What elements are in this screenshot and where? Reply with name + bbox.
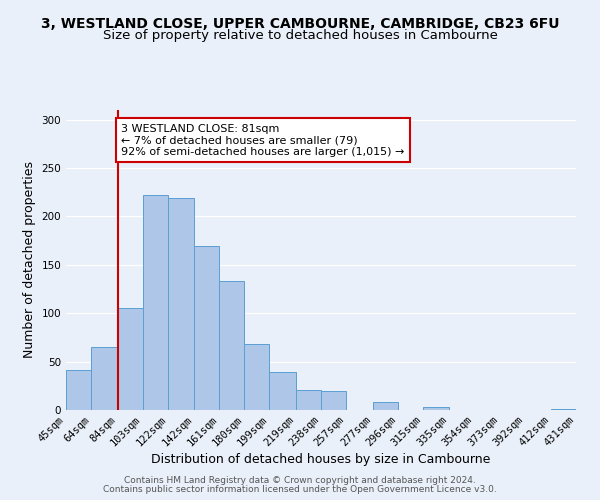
Text: 3 WESTLAND CLOSE: 81sqm
← 7% of detached houses are smaller (79)
92% of semi-det: 3 WESTLAND CLOSE: 81sqm ← 7% of detached… xyxy=(121,124,405,156)
Bar xyxy=(168,198,194,410)
Bar xyxy=(219,282,244,410)
Bar xyxy=(269,372,296,410)
Bar xyxy=(551,409,576,410)
Bar xyxy=(143,195,168,410)
Bar xyxy=(244,344,269,410)
Bar xyxy=(321,390,346,410)
Text: Contains HM Land Registry data © Crown copyright and database right 2024.: Contains HM Land Registry data © Crown c… xyxy=(124,476,476,485)
Bar xyxy=(91,347,118,410)
Text: 3, WESTLAND CLOSE, UPPER CAMBOURNE, CAMBRIDGE, CB23 6FU: 3, WESTLAND CLOSE, UPPER CAMBOURNE, CAMB… xyxy=(41,18,559,32)
Bar xyxy=(423,407,449,410)
Text: Size of property relative to detached houses in Cambourne: Size of property relative to detached ho… xyxy=(103,28,497,42)
Bar xyxy=(373,402,398,410)
Bar xyxy=(118,308,143,410)
Text: Contains public sector information licensed under the Open Government Licence v3: Contains public sector information licen… xyxy=(103,485,497,494)
Bar xyxy=(296,390,321,410)
X-axis label: Distribution of detached houses by size in Cambourne: Distribution of detached houses by size … xyxy=(151,452,491,466)
Y-axis label: Number of detached properties: Number of detached properties xyxy=(23,162,36,358)
Bar xyxy=(194,246,219,410)
Bar xyxy=(66,370,91,410)
